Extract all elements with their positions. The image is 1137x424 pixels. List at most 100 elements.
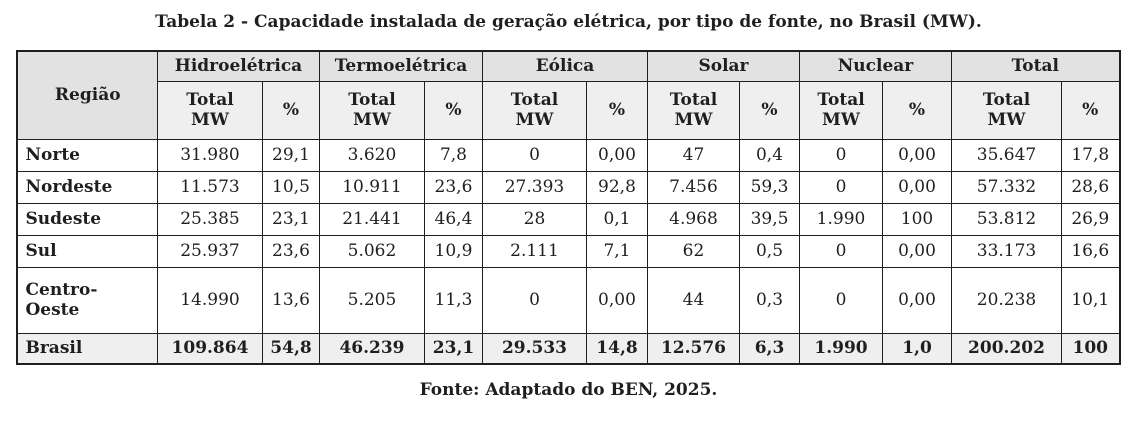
value-cell: 14.990 bbox=[156, 266, 263, 334]
value-cell: 3.620 bbox=[318, 138, 425, 172]
value-cell: 7.456 bbox=[646, 170, 740, 204]
value-cell: 20.238 bbox=[951, 266, 1062, 334]
value-cell: 100 bbox=[1061, 332, 1120, 365]
subheader-total-mw-cell: Total MW bbox=[951, 80, 1062, 140]
value-cell: 11.573 bbox=[156, 170, 263, 204]
table-row-sul: Sul 25.937 23,6 5.062 10,9 2.111 7,1 62 … bbox=[16, 234, 1120, 268]
value-cell: 21.441 bbox=[318, 202, 425, 236]
value-cell: 0,1 bbox=[585, 202, 648, 236]
value-cell: 23,1 bbox=[423, 332, 483, 365]
table-row-nordeste: Nordeste 11.573 10,5 10.911 23,6 27.393 … bbox=[16, 170, 1120, 204]
subheader-total-mw-cell: Total MW bbox=[799, 80, 883, 140]
capacity-table: Região Hidroelétrica Termoelétrica Eólic… bbox=[16, 50, 1121, 365]
table-row-norte: Norte 31.980 29,1 3.620 7,8 0 0,00 47 0,… bbox=[16, 138, 1120, 172]
value-cell: 0,3 bbox=[738, 266, 801, 334]
value-cell: 25.937 bbox=[156, 234, 263, 268]
value-cell: 6,3 bbox=[738, 332, 801, 365]
subheader-total-mw-cell: Total MW bbox=[481, 80, 587, 140]
group-header-eolica: Eólica bbox=[481, 50, 648, 82]
value-cell: 0,00 bbox=[585, 266, 648, 334]
value-cell: 14,8 bbox=[585, 332, 648, 365]
value-cell: 46,4 bbox=[423, 202, 483, 236]
table-row-sudeste: Sudeste 25.385 23,1 21.441 46,4 28 0,1 4… bbox=[16, 202, 1120, 236]
value-cell: 46.239 bbox=[318, 332, 425, 365]
value-cell: 57.332 bbox=[951, 170, 1062, 204]
value-cell: 1,0 bbox=[882, 332, 952, 365]
value-cell: 10,1 bbox=[1061, 266, 1120, 334]
value-cell: 10.911 bbox=[318, 170, 425, 204]
value-cell: 1.990 bbox=[799, 332, 883, 365]
value-cell: 31.980 bbox=[156, 138, 263, 172]
value-cell: 23,6 bbox=[423, 170, 483, 204]
value-cell: 33.173 bbox=[951, 234, 1062, 268]
value-cell: 11,3 bbox=[423, 266, 483, 334]
header-group-row: Região Hidroelétrica Termoelétrica Eólic… bbox=[16, 50, 1120, 140]
value-cell: 28 bbox=[481, 202, 587, 236]
value-cell: 16,6 bbox=[1061, 234, 1120, 268]
value-cell: 23,1 bbox=[261, 202, 320, 236]
value-cell: 0 bbox=[799, 234, 883, 268]
value-cell: 0 bbox=[799, 266, 883, 334]
value-cell: 10,5 bbox=[261, 170, 320, 204]
region-cell: Sul bbox=[16, 234, 158, 268]
value-cell: 1.990 bbox=[799, 202, 883, 236]
value-cell: 0,00 bbox=[585, 138, 648, 172]
region-header-cell: Região bbox=[16, 50, 158, 140]
value-cell: 0,00 bbox=[882, 170, 952, 204]
value-cell: 0,00 bbox=[882, 234, 952, 268]
value-cell: 17,8 bbox=[1061, 138, 1120, 172]
value-cell: 4.968 bbox=[646, 202, 740, 236]
value-cell: 0 bbox=[481, 138, 587, 172]
value-cell: 29,1 bbox=[261, 138, 320, 172]
value-cell: 100 bbox=[882, 202, 952, 236]
value-cell: 12.576 bbox=[646, 332, 740, 365]
subheader-pct-cell: % bbox=[261, 80, 320, 140]
subheader-total-mw-cell: Total MW bbox=[318, 80, 425, 140]
value-cell: 26,9 bbox=[1061, 202, 1120, 236]
value-cell: 0,00 bbox=[882, 138, 952, 172]
group-header-total: Total bbox=[951, 50, 1120, 82]
region-cell: Norte bbox=[16, 138, 158, 172]
value-cell: 0 bbox=[481, 266, 587, 334]
value-cell: 0,00 bbox=[882, 266, 952, 334]
page-title: Tabela 2 - Capacidade instalada de geraç… bbox=[155, 12, 982, 32]
subheader-pct-cell: % bbox=[882, 80, 952, 140]
value-cell: 200.202 bbox=[951, 332, 1062, 365]
value-cell: 0 bbox=[799, 138, 883, 172]
value-cell: 47 bbox=[646, 138, 740, 172]
value-cell: 44 bbox=[646, 266, 740, 334]
value-cell: 29.533 bbox=[481, 332, 587, 365]
value-cell: 39,5 bbox=[738, 202, 801, 236]
value-cell: 54,8 bbox=[261, 332, 320, 365]
group-header-nuclear: Nuclear bbox=[799, 50, 952, 82]
value-cell: 0,5 bbox=[738, 234, 801, 268]
header-sub-row: Total MW % Total MW % Total MW % Total M… bbox=[17, 80, 1120, 140]
value-cell: 0 bbox=[799, 170, 883, 204]
value-cell: 53.812 bbox=[951, 202, 1062, 236]
subheader-pct-cell: % bbox=[1061, 80, 1120, 140]
value-cell: 28,6 bbox=[1061, 170, 1120, 204]
value-cell: 7,8 bbox=[423, 138, 483, 172]
value-cell: 62 bbox=[646, 234, 740, 268]
value-cell: 13,6 bbox=[261, 266, 320, 334]
table-row-centro-oeste: Centro- Oeste 14.990 13,6 5.205 11,3 0 0… bbox=[16, 266, 1120, 334]
value-cell: 7,1 bbox=[585, 234, 648, 268]
subheader-pct-cell: % bbox=[738, 80, 801, 140]
group-header-hidroeletrica: Hidroelétrica bbox=[156, 50, 320, 82]
region-cell: Centro- Oeste bbox=[16, 266, 158, 334]
value-cell: 109.864 bbox=[156, 332, 263, 365]
value-cell: 25.385 bbox=[156, 202, 263, 236]
value-cell: 59,3 bbox=[738, 170, 801, 204]
subheader-total-mw-cell: Total MW bbox=[646, 80, 740, 140]
table-row-brasil-total: Brasil 109.864 54,8 46.239 23,1 29.533 1… bbox=[16, 332, 1120, 365]
source-note: Fonte: Adaptado do BEN, 2025. bbox=[419, 380, 718, 400]
region-cell: Sudeste bbox=[16, 202, 158, 236]
region-cell: Nordeste bbox=[16, 170, 158, 204]
value-cell: 0,4 bbox=[738, 138, 801, 172]
value-cell: 35.647 bbox=[951, 138, 1062, 172]
group-header-solar: Solar bbox=[646, 50, 801, 82]
value-cell: 2.111 bbox=[481, 234, 587, 268]
subheader-pct-cell: % bbox=[423, 80, 483, 140]
value-cell: 5.062 bbox=[318, 234, 425, 268]
